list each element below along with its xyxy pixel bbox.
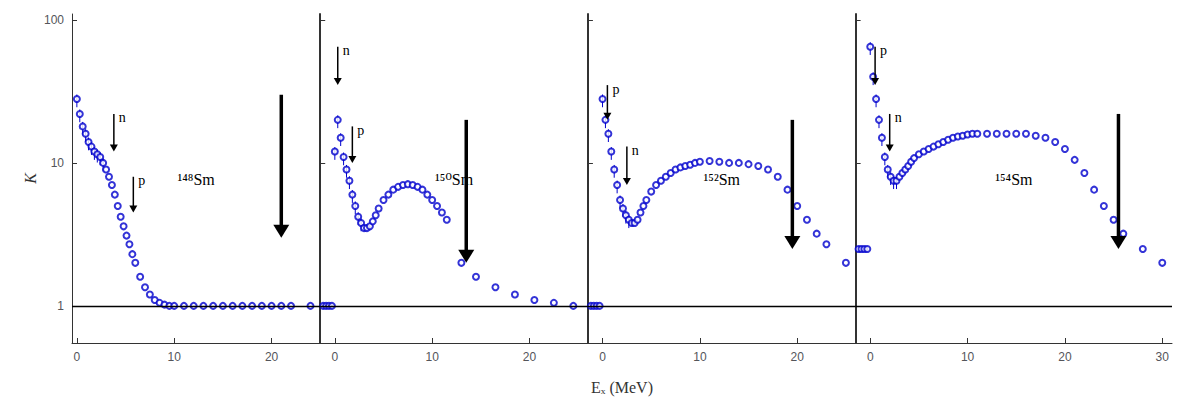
svg-text:10: 10 xyxy=(51,156,65,170)
svg-text:n: n xyxy=(343,43,350,58)
svg-text:Eₓ (MeV): Eₓ (MeV) xyxy=(591,379,653,397)
svg-text:p: p xyxy=(880,43,887,58)
svg-text:0: 0 xyxy=(599,350,606,364)
svg-text:10: 10 xyxy=(425,350,439,364)
svg-text:10: 10 xyxy=(168,350,182,364)
svg-text:100: 100 xyxy=(44,13,64,27)
svg-text:¹⁵⁴Sm: ¹⁵⁴Sm xyxy=(995,171,1033,188)
svg-text:10: 10 xyxy=(693,350,707,364)
svg-text:1: 1 xyxy=(57,299,64,313)
svg-text:n: n xyxy=(119,110,126,125)
svg-text:¹⁵²Sm: ¹⁵²Sm xyxy=(704,171,741,188)
svg-text:20: 20 xyxy=(523,350,537,364)
svg-text:0: 0 xyxy=(331,350,338,364)
svg-text:20: 20 xyxy=(265,350,279,364)
svg-text:0: 0 xyxy=(867,350,874,364)
svg-text:20: 20 xyxy=(791,350,805,364)
svg-text:¹⁴⁸Sm: ¹⁴⁸Sm xyxy=(177,171,215,188)
svg-text:p: p xyxy=(612,82,619,97)
svg-text:p: p xyxy=(138,173,145,188)
svg-text:20: 20 xyxy=(1058,350,1072,364)
svg-text:n: n xyxy=(895,110,902,125)
svg-text:10: 10 xyxy=(961,350,975,364)
svg-text:30: 30 xyxy=(1156,350,1170,364)
svg-text:0: 0 xyxy=(74,350,81,364)
svg-text:p: p xyxy=(357,123,364,138)
svg-text:n: n xyxy=(632,143,639,158)
svg-text:K: K xyxy=(22,172,39,185)
svg-text:¹⁵⁰Sm: ¹⁵⁰Sm xyxy=(435,171,474,188)
